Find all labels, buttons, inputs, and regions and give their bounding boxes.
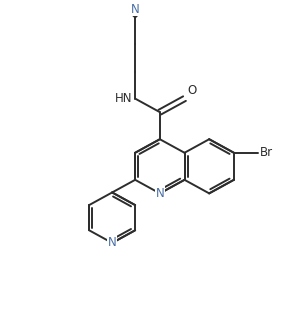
Text: N: N [131, 3, 140, 16]
Text: N: N [155, 187, 164, 200]
Text: N: N [108, 236, 116, 249]
Text: Br: Br [260, 146, 273, 159]
Text: O: O [187, 84, 196, 97]
Text: HN: HN [115, 92, 132, 105]
